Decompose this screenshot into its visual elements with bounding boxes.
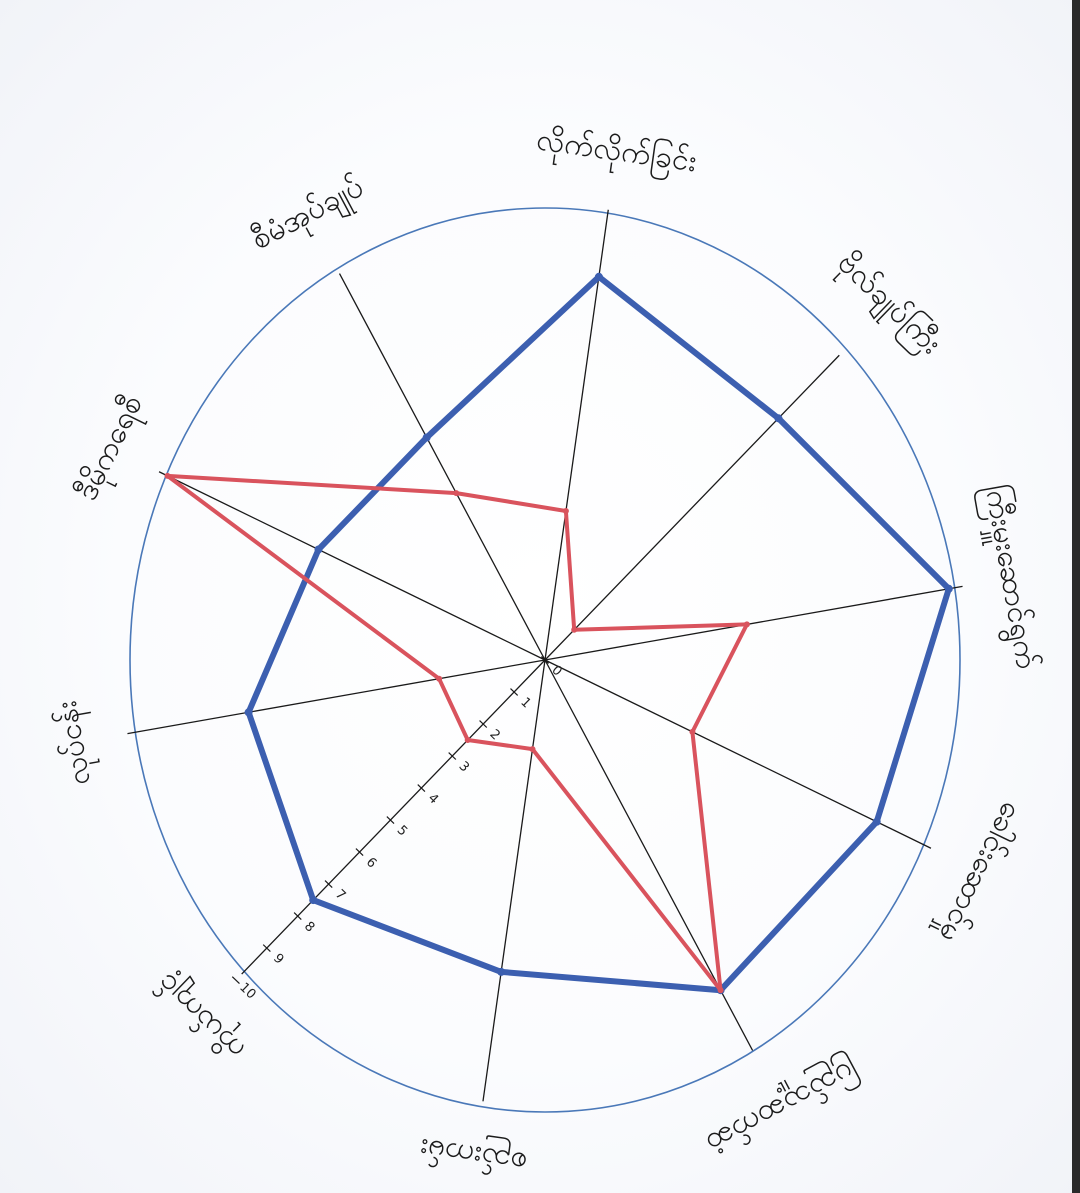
tick-label: 3: [456, 759, 472, 776]
series-2-point: [689, 728, 696, 735]
series-1-point: [872, 817, 881, 826]
category-label: လိုက်လိုက်ခြင်း: [533, 120, 699, 185]
tick-mark: [386, 816, 395, 824]
category-label: လုပ်ငန်း: [49, 697, 104, 788]
series-2-point: [464, 737, 471, 743]
series-1-point: [594, 272, 603, 281]
tick-mark: [231, 976, 240, 985]
axis-spoke: [127, 659, 546, 735]
tick-label: 2: [486, 727, 502, 744]
series-1-point: [944, 584, 953, 593]
tick-mark: [293, 912, 302, 920]
tick-mark: [540, 656, 550, 664]
series-1-point: [314, 545, 323, 554]
series-2-point: [529, 746, 536, 753]
series-1-point: [497, 967, 506, 976]
tick-mark: [262, 944, 271, 953]
series-1-line: [245, 273, 952, 994]
series-2-point: [743, 621, 750, 628]
axis-spoke: [338, 273, 546, 661]
tick-mark: [355, 848, 364, 856]
series-2-point: [562, 508, 569, 514]
series-2-point: [164, 472, 171, 479]
axis-spoke: [544, 659, 932, 849]
category-label: ကြီးမှူးဆောင်ရွက်: [972, 482, 1047, 673]
axis-spoke: [482, 659, 546, 1102]
category-label: စီမံအုပ်ချုပ်: [245, 169, 372, 262]
page-edge: [1072, 0, 1080, 1193]
series-2-point: [571, 626, 578, 633]
tick-mark: [324, 880, 333, 888]
series-1-point: [309, 896, 318, 905]
tick-label: 6: [363, 855, 379, 872]
category-label: ပြည်သူ့ဆက်ဆံ: [698, 1047, 866, 1164]
axis-spoke: [544, 209, 609, 661]
series-1-point: [244, 708, 253, 717]
tick-mark: [448, 752, 457, 760]
tick-mark: [510, 688, 519, 696]
category-label: ဒီမိုကရေစီ: [69, 389, 155, 508]
series-2-point: [436, 675, 443, 682]
category-label: ခေါင်းဆောင်မှု: [926, 794, 1030, 949]
tick-mark: [417, 784, 426, 792]
tick-mark: [479, 720, 488, 728]
series-1-point: [774, 414, 783, 423]
tick-label: 9: [270, 951, 286, 968]
tick-label: 7: [332, 887, 348, 904]
tick-label: 5: [394, 823, 410, 840]
axis-spoke: [544, 354, 840, 661]
category-label: ကိုယ်ကျင့်: [149, 962, 256, 1067]
series-2-point: [453, 490, 460, 497]
tick-label: 4: [425, 791, 441, 808]
series-2-point: [717, 987, 724, 994]
axis-spoke: [544, 585, 963, 661]
category-label: စည်းကမ်း: [418, 1125, 530, 1181]
axis-spoke: [241, 659, 546, 975]
tick-label: 0: [548, 663, 564, 680]
series-1-point: [422, 433, 431, 442]
tick-label: 8: [301, 919, 317, 936]
axis-spoke: [158, 471, 546, 661]
tick-label: 1: [517, 695, 533, 712]
outer-ring: [129, 207, 961, 1113]
